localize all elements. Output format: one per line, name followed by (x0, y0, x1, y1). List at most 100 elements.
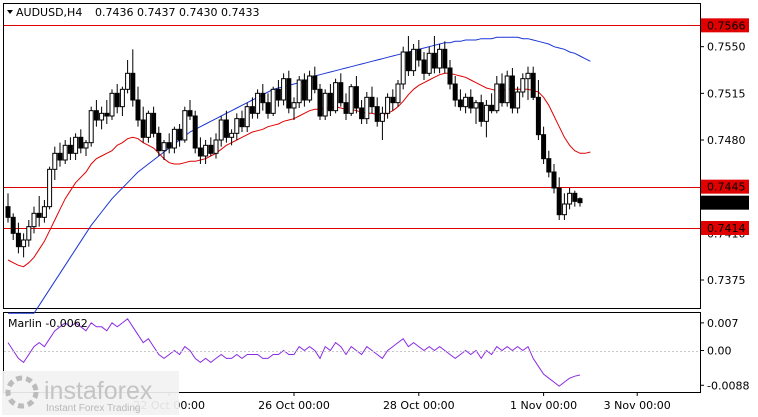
candle-body (15, 232, 21, 248)
candle (26, 220, 32, 247)
watermark-tagline: Instant Forex Trading (46, 403, 141, 414)
symbol-label: AUDUSD,H4 (16, 6, 82, 19)
candle-body (281, 78, 287, 101)
oscillator-label: Marlin -0.0062 (8, 317, 88, 330)
candle (437, 44, 443, 74)
candle-body (525, 72, 531, 80)
candle (15, 222, 21, 254)
candle (307, 70, 313, 103)
candle-body (239, 118, 245, 128)
candle-body (197, 147, 203, 157)
watermark-bg (2, 371, 179, 415)
candle-body (140, 119, 146, 138)
candle (509, 68, 515, 114)
candle-body (213, 139, 219, 154)
watermark-brand: instaforex (44, 377, 153, 405)
candle-body (359, 107, 365, 120)
candle (229, 129, 235, 146)
candle (457, 89, 463, 111)
price-tick-label: 0.7550 (707, 41, 746, 54)
candle-body (135, 99, 141, 121)
candle-body (577, 198, 583, 204)
candle (275, 80, 281, 107)
candle (421, 52, 427, 80)
candle (400, 46, 406, 90)
time-tick-label: 1 Nov 00:00 (510, 399, 577, 412)
ohlc-label: 0.7436 0.7437 0.7430 0.7433 (95, 6, 259, 19)
candle-body (119, 88, 125, 108)
candle-body (489, 104, 495, 112)
candle-body (457, 99, 463, 108)
candle (530, 66, 536, 100)
candle (255, 89, 261, 119)
candle (286, 70, 292, 114)
candle (442, 41, 448, 74)
candle (156, 126, 162, 156)
candle (62, 140, 68, 164)
candle (244, 102, 250, 132)
price-tick-label: 0.7480 (707, 134, 746, 147)
candle (10, 213, 16, 240)
candle (301, 73, 307, 107)
candle-body (270, 88, 276, 114)
candle-body (244, 106, 250, 128)
levels-layer (4, 25, 700, 229)
candle-body (499, 83, 505, 104)
candle (374, 97, 380, 127)
candle (135, 86, 141, 127)
candle-body (26, 226, 32, 241)
candle (78, 129, 84, 154)
candle (281, 73, 287, 106)
candle (483, 100, 489, 138)
candle-body (317, 88, 323, 117)
candle (99, 106, 105, 130)
candle-body (275, 88, 281, 101)
candle-body (520, 78, 526, 93)
candle (452, 76, 458, 107)
level-price-tag-label: 0.7566 (707, 19, 746, 32)
candle-body (452, 83, 458, 101)
watermark-globe-icon (5, 375, 39, 409)
candle-body (99, 112, 105, 121)
candle (88, 106, 94, 147)
candle-body (145, 112, 151, 138)
candle-body (374, 106, 380, 122)
candle (223, 110, 229, 143)
candle-body (114, 92, 120, 108)
candle-body (312, 75, 318, 90)
candle (541, 126, 547, 164)
candle (21, 233, 27, 258)
candle (57, 142, 63, 167)
candle (411, 44, 417, 76)
candle-body (567, 192, 573, 205)
candle-body (255, 92, 261, 114)
price-panel (3, 3, 701, 309)
header-dropdown-icon[interactable] (7, 10, 13, 14)
candle (395, 80, 401, 107)
candle (125, 60, 131, 94)
candle-body (301, 79, 307, 101)
candle (208, 137, 214, 156)
candle (67, 137, 73, 160)
candle-body (551, 171, 557, 189)
candle (296, 76, 302, 108)
candle-body (182, 110, 188, 141)
candle-body (57, 152, 63, 161)
candle-body (291, 102, 297, 109)
level-price-tag-label: 0.7414 (707, 222, 746, 235)
osc-tick-label: -0.0088 (707, 379, 749, 392)
candle (515, 86, 521, 114)
candle-body (556, 187, 562, 216)
ma-fast-line (7, 72, 591, 268)
candle (447, 60, 453, 90)
candle (572, 190, 578, 207)
candle (140, 106, 146, 143)
candle-body (88, 110, 94, 144)
candle-body (400, 51, 406, 85)
candle (114, 84, 120, 114)
candle-body (109, 92, 115, 117)
chart-header: AUDUSD,H4 0.7436 0.7437 0.7430 0.7433 (7, 6, 259, 19)
candle (36, 196, 42, 227)
candle (577, 197, 583, 207)
